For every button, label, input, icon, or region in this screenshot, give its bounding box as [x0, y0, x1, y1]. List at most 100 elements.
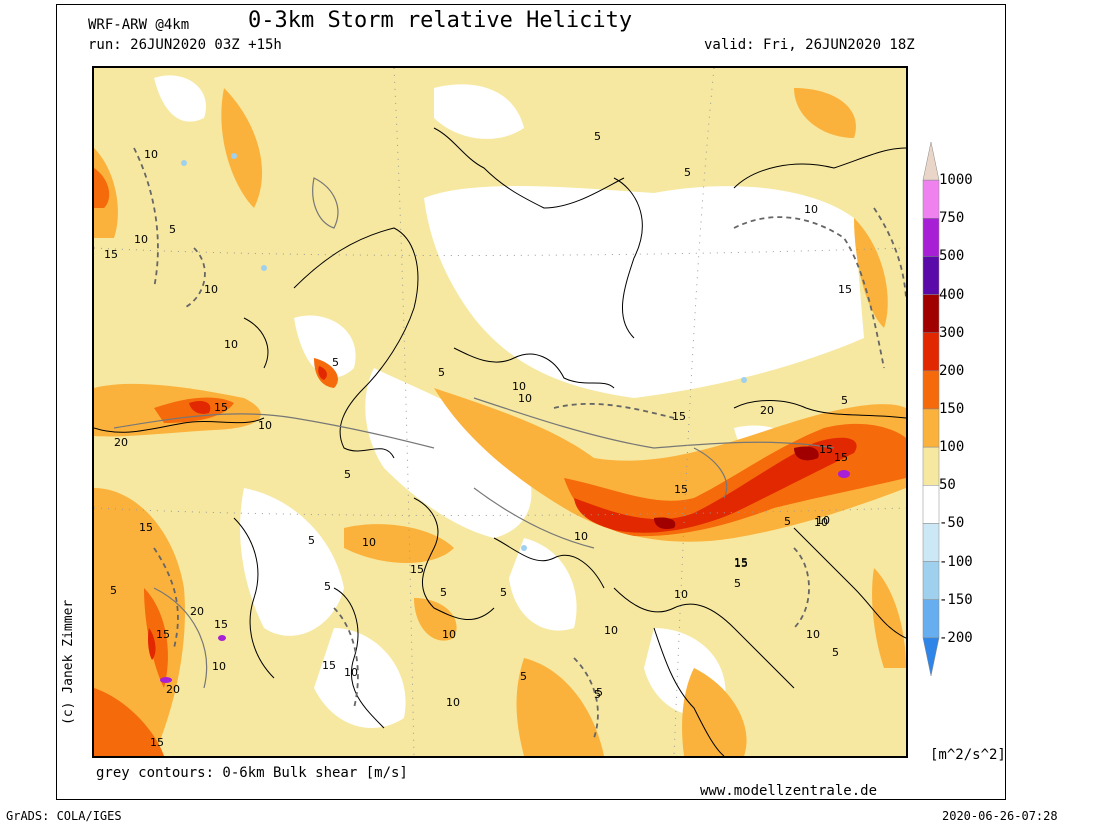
contour-label: 5: [684, 166, 691, 179]
contour-label: 20: [190, 605, 204, 618]
contour-label: 5: [110, 584, 117, 597]
contour-label: 10: [224, 338, 238, 351]
legend-level-label: -200: [939, 629, 973, 646]
legend-swatch: [922, 599, 940, 639]
contour-label: 5: [596, 686, 603, 699]
legend-swatch: [922, 637, 940, 676]
contour-label: 15: [734, 556, 748, 569]
contour-label: 5: [594, 688, 601, 701]
website-label: www.modellzentrale.de: [700, 783, 878, 799]
legend-swatch: [922, 370, 940, 410]
legend-level-label: 400: [939, 286, 965, 303]
legend-swatch: [922, 332, 940, 372]
contour-label: 10: [806, 628, 820, 641]
legend-level-label: 200: [939, 362, 965, 379]
legend-units: [m^2/s^2]: [930, 747, 1006, 763]
contour-label: 15: [734, 557, 748, 570]
contour-label: 10: [442, 628, 456, 641]
contour-label: 10: [362, 536, 376, 549]
run-label: run: 26JUN2020 03Z +15h: [88, 37, 282, 53]
legend-swatch: [922, 256, 940, 295]
legend-level-label: -150: [939, 591, 973, 608]
model-label: WRF-ARW @4km: [88, 17, 190, 33]
contour-label: 20: [166, 683, 180, 696]
figure-frame: [56, 4, 1006, 800]
legend-level-label: 150: [939, 401, 965, 417]
low-helicity-areas: [154, 75, 864, 728]
render-timestamp: 2020-06-26-07:28: [942, 809, 1058, 823]
contour-label: 15: [834, 451, 848, 464]
contour-label: 10: [144, 148, 158, 161]
contour-label: 15: [838, 283, 852, 296]
legend-level-label: 100: [939, 439, 965, 456]
contour-label: 10: [446, 696, 460, 709]
helicity-map: 10 10 15 5 10 5 5 10 15 10 20 15 5 5 10 …: [92, 66, 908, 758]
legend-swatch: [922, 446, 940, 486]
contour-label: 5: [438, 366, 445, 379]
contour-label: 5: [332, 356, 339, 369]
legend-level-label: 300: [939, 324, 965, 341]
negative-helicity-spots: [181, 153, 747, 551]
contour-label: 5: [440, 586, 447, 599]
legend-swatch: [922, 485, 940, 524]
contour-labels: 10 10 15 5 10 5 5 10 15 10 20 15 5 5 10 …: [104, 130, 852, 749]
legend-colorbar: [922, 142, 940, 676]
contour-label: 10: [804, 203, 818, 216]
contour-label: 10: [674, 588, 688, 601]
contour-label: 10: [574, 530, 588, 543]
contour-label: 15: [672, 410, 686, 423]
contour-label: 10: [518, 392, 532, 405]
very-high-helicity-areas: [148, 366, 857, 660]
contour-label: 15: [156, 628, 170, 641]
software-credit: GrADS: COLA/IGES: [6, 809, 122, 823]
legend-level-label: -50: [939, 515, 965, 532]
legend-swatch: [922, 561, 940, 600]
contour-label: 5: [520, 670, 527, 683]
shear-contour-caption: grey contours: 0-6km Bulk shear [m/s]: [96, 765, 408, 781]
contour-label: 10: [134, 233, 148, 246]
contour-label: 15: [104, 248, 118, 261]
contour-label: 10: [344, 666, 358, 679]
contour-label: 15: [819, 443, 833, 456]
contour-label: 10: [512, 380, 526, 393]
shear-contours-solid: [113, 177, 835, 689]
contour-label: 15: [214, 401, 228, 414]
contour-label: 5: [344, 468, 351, 481]
peak-helicity-cores: [160, 470, 850, 683]
map-canvas: 10 10 15 5 10 5 5 10 15 10 20 15 5 5 10 …: [94, 68, 906, 756]
legend-level-label: 750: [939, 210, 965, 227]
contour-label: 5: [308, 534, 315, 547]
contour-label: 5: [832, 646, 839, 659]
legend-level-label: 50: [939, 477, 956, 494]
color-legend: 1000 750 500 400 300 200 150 100 50 -50 -100 -150 -2…: [921, 142, 1011, 676]
contour-label: 5: [324, 580, 331, 593]
contour-label: 15: [150, 736, 164, 749]
contour-label: 10: [204, 283, 218, 296]
contour-label: 15: [214, 618, 228, 631]
contour-label: 5: [169, 223, 176, 236]
legend-swatch: [922, 179, 940, 219]
contour-label: 20: [114, 436, 128, 449]
copyright-label: (c) Janek Zimmer: [61, 599, 76, 725]
contour-label: 5: [594, 130, 601, 143]
contour-label: 5: [500, 586, 507, 599]
contour-label: 10: [814, 516, 828, 529]
legend-swatch: [922, 218, 940, 257]
legend-level-label: 500: [939, 248, 965, 265]
legend-swatch: [922, 294, 940, 333]
contour-label: 15: [410, 563, 424, 576]
contour-label: 5: [784, 515, 791, 528]
contour-label: 10: [816, 514, 830, 527]
contour-label: 15: [322, 659, 336, 672]
shear-contours-dashed: [133, 147, 906, 739]
contour-label: 15: [674, 483, 688, 496]
contour-label: 10: [212, 660, 226, 673]
map-title: 0-3km Storm relative Helicity: [248, 8, 633, 33]
legend-swatch: [922, 142, 940, 181]
legend-level-label: -100: [939, 553, 973, 570]
graticule: [94, 68, 906, 756]
legend-level-label: 1000: [939, 172, 973, 189]
valid-time-label: valid: Fri, 26JUN2020 18Z: [704, 37, 915, 53]
contour-label: 10: [604, 624, 618, 637]
contour-label: 15: [139, 521, 153, 534]
